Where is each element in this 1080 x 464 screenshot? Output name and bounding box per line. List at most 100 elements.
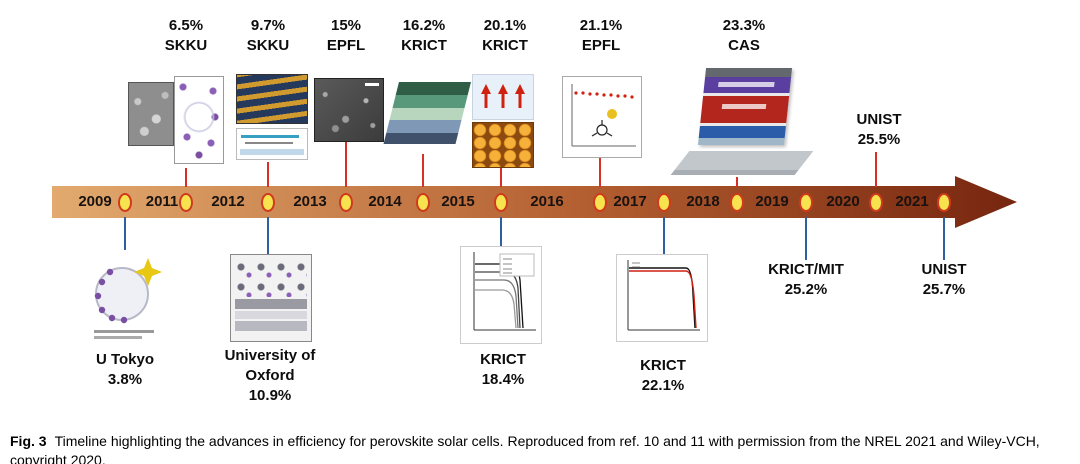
connector-line-top bbox=[875, 152, 877, 187]
milestone-institution: CAS bbox=[728, 37, 760, 54]
milestone-efficiency: 22.1% bbox=[641, 377, 685, 394]
milestone-institution: KRICT bbox=[401, 37, 447, 54]
milestone-bottom-oxford-2012: University of Oxford 10.9% bbox=[210, 346, 330, 406]
milestone-bottom-utokyo-2009: U Tokyo 3.8% bbox=[65, 350, 185, 390]
thumbnail-sensitizer-utokyo bbox=[86, 250, 168, 344]
year-label: 2014 bbox=[368, 193, 402, 210]
year-label: 2013 bbox=[293, 193, 327, 210]
layer-text-blur bbox=[718, 82, 775, 87]
figure-caption-label: Fig. 3 bbox=[10, 433, 47, 449]
milestone-efficiency: 9.7% bbox=[250, 17, 286, 34]
device-band bbox=[235, 321, 307, 331]
thumbnail-stability-plot-epfl bbox=[562, 76, 642, 158]
device-band bbox=[235, 311, 307, 319]
milestone-top-unist-2021: UNIST 25.5% bbox=[819, 110, 939, 150]
figure-caption-text: Timeline highlighting the advances in ef… bbox=[10, 433, 1040, 464]
milestone-institution: U Tokyo bbox=[95, 351, 155, 368]
year-label: 2011 bbox=[145, 193, 179, 210]
milestone-bottom-krict-2015: KRICT 18.4% bbox=[443, 350, 563, 390]
light-star bbox=[134, 258, 162, 286]
milestone-institution: KRICT bbox=[480, 351, 526, 368]
perovskite-spheres bbox=[472, 122, 534, 168]
stack-layer bbox=[697, 138, 785, 145]
gold-electrode-photo bbox=[236, 74, 308, 124]
jv-plot bbox=[460, 246, 542, 344]
milestone-efficiency: 3.8% bbox=[107, 371, 143, 388]
molecule-sketch bbox=[591, 120, 613, 137]
milestone-efficiency: 10.9% bbox=[248, 387, 292, 404]
milestone-efficiency: 15% bbox=[330, 17, 362, 34]
milestone-bottom-unist-2021: UNIST 25.7% bbox=[884, 260, 1004, 300]
milestone-top-skku-2012: 9.7% SKKU bbox=[208, 16, 328, 56]
milestone-top-cas-2018: 23.3% CAS bbox=[684, 16, 804, 56]
thumbnail-crystal-structure-krict bbox=[472, 74, 534, 168]
timeline-marker bbox=[494, 193, 508, 212]
milestone-top-skku-2011: 6.5% SKKU bbox=[126, 16, 246, 56]
milestone-bottom-krict-2017: KRICT 22.1% bbox=[603, 356, 723, 396]
base-platform bbox=[670, 151, 814, 175]
year-label: 2016 bbox=[530, 193, 564, 210]
thumbnail-jv-plot-krict bbox=[460, 246, 542, 344]
milestone-institution: UNIST bbox=[921, 261, 967, 278]
milestone-top-krict-2014: 16.2% KRICT bbox=[364, 16, 484, 56]
year-label: 2019 bbox=[755, 193, 789, 210]
sem-image bbox=[314, 78, 384, 142]
milestone-institution: KRICT/MIT bbox=[768, 261, 844, 278]
timeline-marker bbox=[869, 193, 883, 212]
stack-layer bbox=[700, 96, 790, 123]
milestone-efficiency: 16.2% bbox=[402, 17, 446, 34]
year-label: 2018 bbox=[686, 193, 720, 210]
milestone-efficiency: 25.7% bbox=[922, 281, 966, 298]
thumbnail-device-photo-skku bbox=[236, 74, 308, 162]
sensitizer-sketch bbox=[94, 258, 162, 339]
figure-caption: Fig. 3 Timeline highlighting the advances… bbox=[10, 432, 1070, 464]
milestone-top-epfl-2016: 21.1% EPFL bbox=[541, 16, 661, 56]
milestone-efficiency: 23.3% bbox=[722, 17, 766, 34]
thumbnail-device-stack-krict bbox=[381, 82, 471, 154]
year-label: 2021 bbox=[895, 193, 929, 210]
layer-text-blur bbox=[721, 104, 767, 109]
timeline-marker bbox=[593, 193, 607, 212]
timeline-marker bbox=[657, 193, 671, 212]
device-band bbox=[235, 299, 307, 309]
milestone-efficiency: 25.5% bbox=[857, 131, 901, 148]
milestone-institution: EPFL bbox=[326, 37, 366, 54]
stack-layer bbox=[705, 68, 793, 77]
milestone-institution: SKKU bbox=[164, 37, 208, 54]
timeline-marker bbox=[799, 193, 813, 212]
milestone-efficiency: 25.2% bbox=[784, 281, 828, 298]
milestone-institution: SKKU bbox=[246, 37, 290, 54]
timeline-marker bbox=[179, 193, 193, 212]
scale-bar bbox=[365, 83, 379, 86]
thumbnail-eqe-plot-krict bbox=[616, 254, 708, 342]
connector-line-top bbox=[267, 162, 269, 187]
stack-layer bbox=[386, 120, 462, 133]
milestone-top-krict-2015: 20.1% KRICT bbox=[445, 16, 565, 56]
connector-line-bottom bbox=[500, 217, 502, 246]
year-label: 2020 bbox=[826, 193, 860, 210]
red-arrows bbox=[481, 84, 525, 108]
thumbnail-tem-and-dye-skku bbox=[128, 76, 224, 168]
milestone-institution: KRICT bbox=[482, 37, 528, 54]
device-schematic bbox=[236, 128, 308, 160]
milestone-efficiency: 21.1% bbox=[579, 17, 623, 34]
milestone-efficiency: 18.4% bbox=[481, 371, 525, 388]
milestone-institution: KRICT bbox=[640, 357, 686, 374]
thumbnail-device-stack-cas bbox=[670, 62, 820, 177]
milestone-bottom-krict-mit-2019: KRICT/MIT 25.2% bbox=[746, 260, 866, 300]
thumbnail-device-oxford bbox=[230, 254, 312, 342]
stack-layer bbox=[395, 82, 471, 95]
milestone-institution: University of Oxford bbox=[224, 347, 316, 384]
molecule-rows bbox=[235, 259, 307, 297]
eqe-plot bbox=[616, 254, 708, 342]
thumbnail-sem-epfl bbox=[314, 78, 384, 142]
dye-diagram bbox=[174, 76, 224, 164]
connector-line-top bbox=[345, 140, 347, 187]
connector-line-top bbox=[599, 158, 601, 187]
year-label: 2009 bbox=[78, 193, 112, 210]
tem-image bbox=[128, 82, 174, 146]
connector-line-top bbox=[736, 177, 738, 187]
year-label: 2017 bbox=[613, 193, 647, 210]
connector-line-bottom bbox=[267, 217, 269, 254]
